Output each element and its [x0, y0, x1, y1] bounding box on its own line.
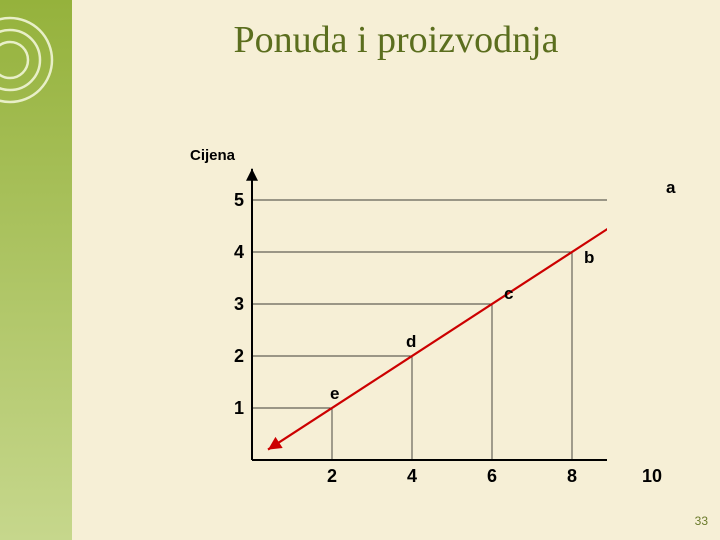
sidebar-svg: [0, 0, 72, 540]
point-label-e: e: [330, 384, 339, 404]
x-tick-4: 4: [398, 466, 426, 487]
point-label-d: d: [406, 332, 416, 352]
point-label-a: a: [666, 178, 675, 198]
y-tick-3: 3: [224, 294, 244, 315]
sidebar-decoration: [0, 0, 72, 540]
point-label-b: b: [584, 248, 594, 268]
slide-title: Ponuda i proizvodnja: [72, 18, 720, 62]
x-tick-2: 2: [318, 466, 346, 487]
page-number: 33: [695, 514, 708, 528]
slide: Ponuda i proizvodnja Cijena 12345246810a…: [0, 0, 720, 540]
x-tick-8: 8: [558, 466, 586, 487]
point-label-c: c: [504, 284, 513, 304]
x-tick-10: 10: [638, 466, 666, 487]
y-tick-1: 1: [224, 398, 244, 419]
y-tick-4: 4: [224, 242, 244, 263]
supply-chart: 12345246810abcde: [177, 160, 607, 480]
y-tick-5: 5: [224, 190, 244, 211]
main-area: Ponuda i proizvodnja Cijena 12345246810a…: [72, 0, 720, 540]
y-tick-2: 2: [224, 346, 244, 367]
x-tick-6: 6: [478, 466, 506, 487]
